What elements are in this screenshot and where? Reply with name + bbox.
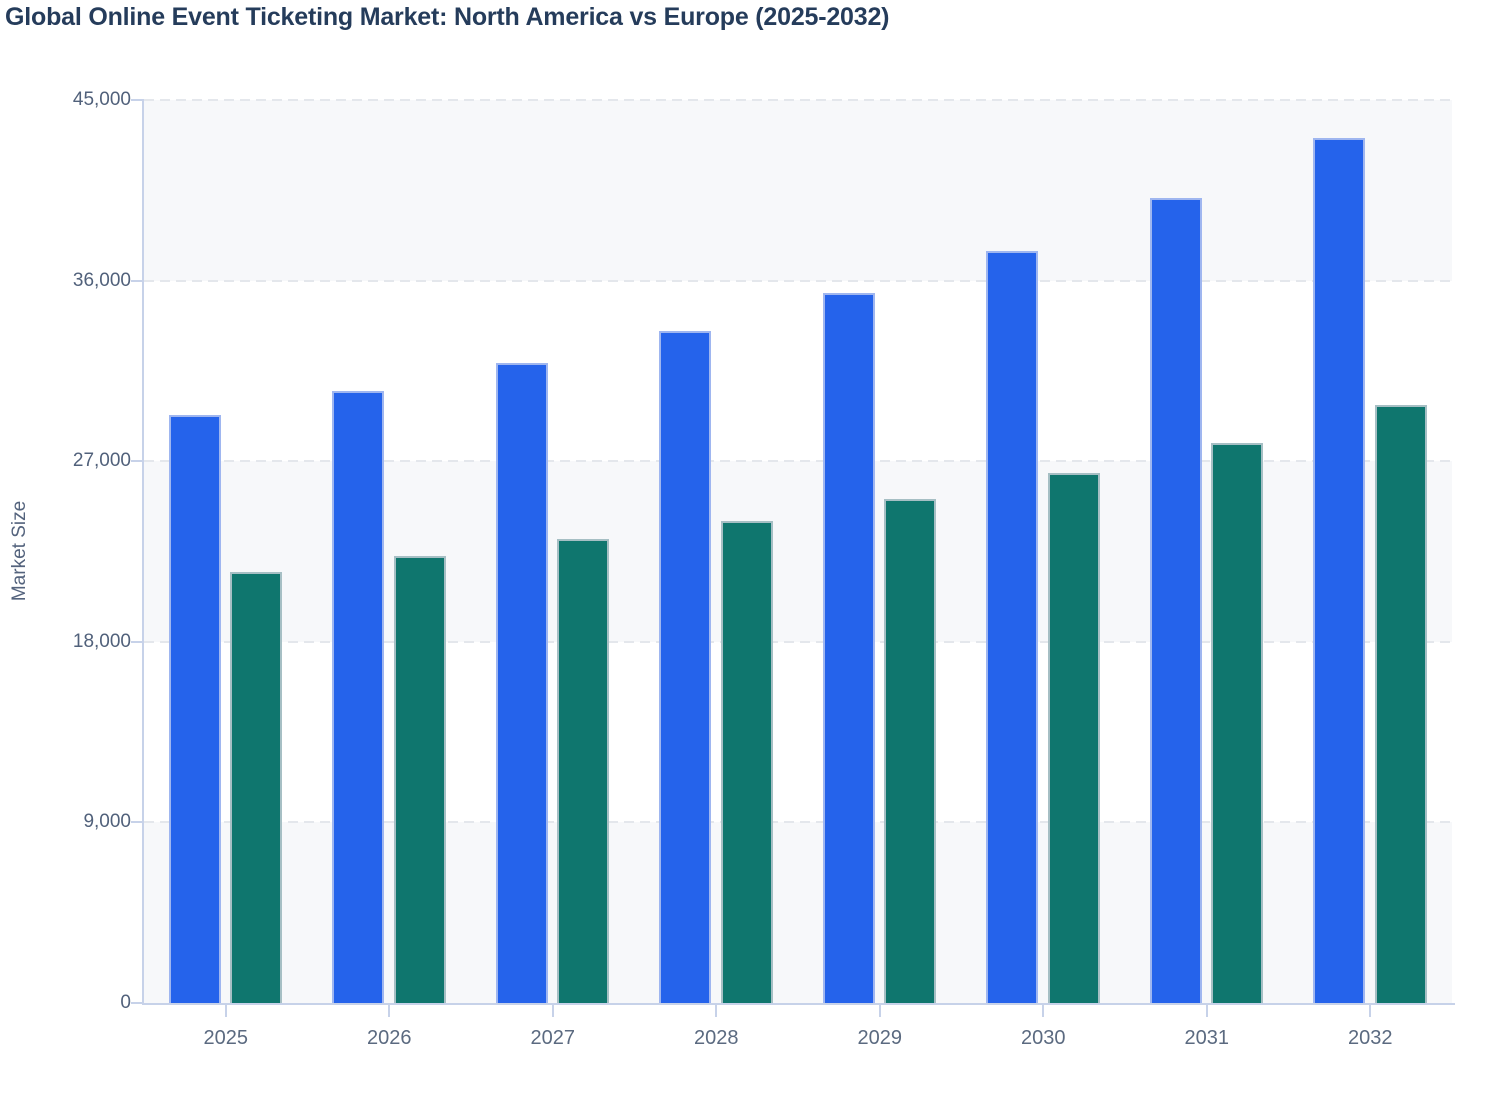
y-tick [131, 1002, 142, 1004]
x-tick-label: 2029 [857, 1027, 903, 1049]
bar-europe-2025[interactable] [230, 571, 283, 1003]
y-axis-title: Market Size [9, 500, 30, 602]
y-tick [131, 821, 142, 824]
gridline [144, 279, 1452, 282]
y-tick-label: 0 [120, 992, 131, 1013]
chart-title: Global Online Event Ticketing Market: No… [5, 3, 890, 31]
x-tick [878, 1005, 881, 1017]
gridline [144, 460, 1452, 463]
gridline [144, 99, 1452, 101]
y-axis-line [142, 99, 144, 1005]
x-tick-label: 2032 [1348, 1027, 1393, 1049]
x-tick-label: 2025 [203, 1027, 249, 1049]
x-tick [1369, 1005, 1372, 1017]
x-tick [388, 1005, 391, 1017]
x-tick [715, 1005, 718, 1017]
bar-europe-2031[interactable] [1211, 443, 1264, 1003]
bar-europe-2029[interactable] [884, 499, 937, 1003]
y-tick-label: 9,000 [83, 811, 131, 833]
bar-north-america-2029[interactable] [822, 292, 875, 1003]
bar-europe-2027[interactable] [557, 539, 610, 1003]
bar-europe-2026[interactable] [393, 555, 446, 1003]
y-tick-label: 36,000 [72, 269, 131, 291]
y-tick [131, 99, 142, 101]
x-tick [224, 1005, 227, 1017]
gridline [144, 640, 1452, 643]
bar-europe-2030[interactable] [1047, 473, 1100, 1003]
bar-north-america-2028[interactable] [659, 330, 712, 1003]
x-tick-label: 2026 [367, 1027, 412, 1049]
x-tick-label: 2028 [694, 1027, 739, 1049]
bar-north-america-2026[interactable] [332, 390, 385, 1003]
y-tick-label: 27,000 [72, 450, 131, 472]
y-tick [131, 460, 142, 463]
bar-north-america-2030[interactable] [986, 250, 1039, 1003]
x-tick-label: 2027 [530, 1027, 576, 1049]
x-tick-label: 2031 [1184, 1027, 1230, 1049]
bar-north-america-2032[interactable] [1313, 138, 1366, 1003]
bar-europe-2032[interactable] [1374, 405, 1427, 1003]
plot-area [144, 99, 1452, 1003]
x-tick [551, 1005, 554, 1017]
gridline [144, 821, 1452, 824]
bar-north-america-2025[interactable] [168, 415, 221, 1003]
bar-europe-2028[interactable] [720, 521, 773, 1003]
plot-band [144, 100, 1452, 281]
y-tick [131, 640, 142, 643]
bar-north-america-2031[interactable] [1149, 198, 1202, 1003]
y-tick-label: 45,000 [72, 89, 131, 110]
x-axis-line [142, 1003, 1455, 1005]
x-tick-label: 2030 [1021, 1027, 1066, 1049]
x-tick [1205, 1005, 1208, 1017]
bar-north-america-2027[interactable] [495, 362, 548, 1003]
y-tick-label: 18,000 [72, 630, 131, 652]
x-tick [1042, 1005, 1045, 1017]
y-tick [131, 279, 142, 282]
